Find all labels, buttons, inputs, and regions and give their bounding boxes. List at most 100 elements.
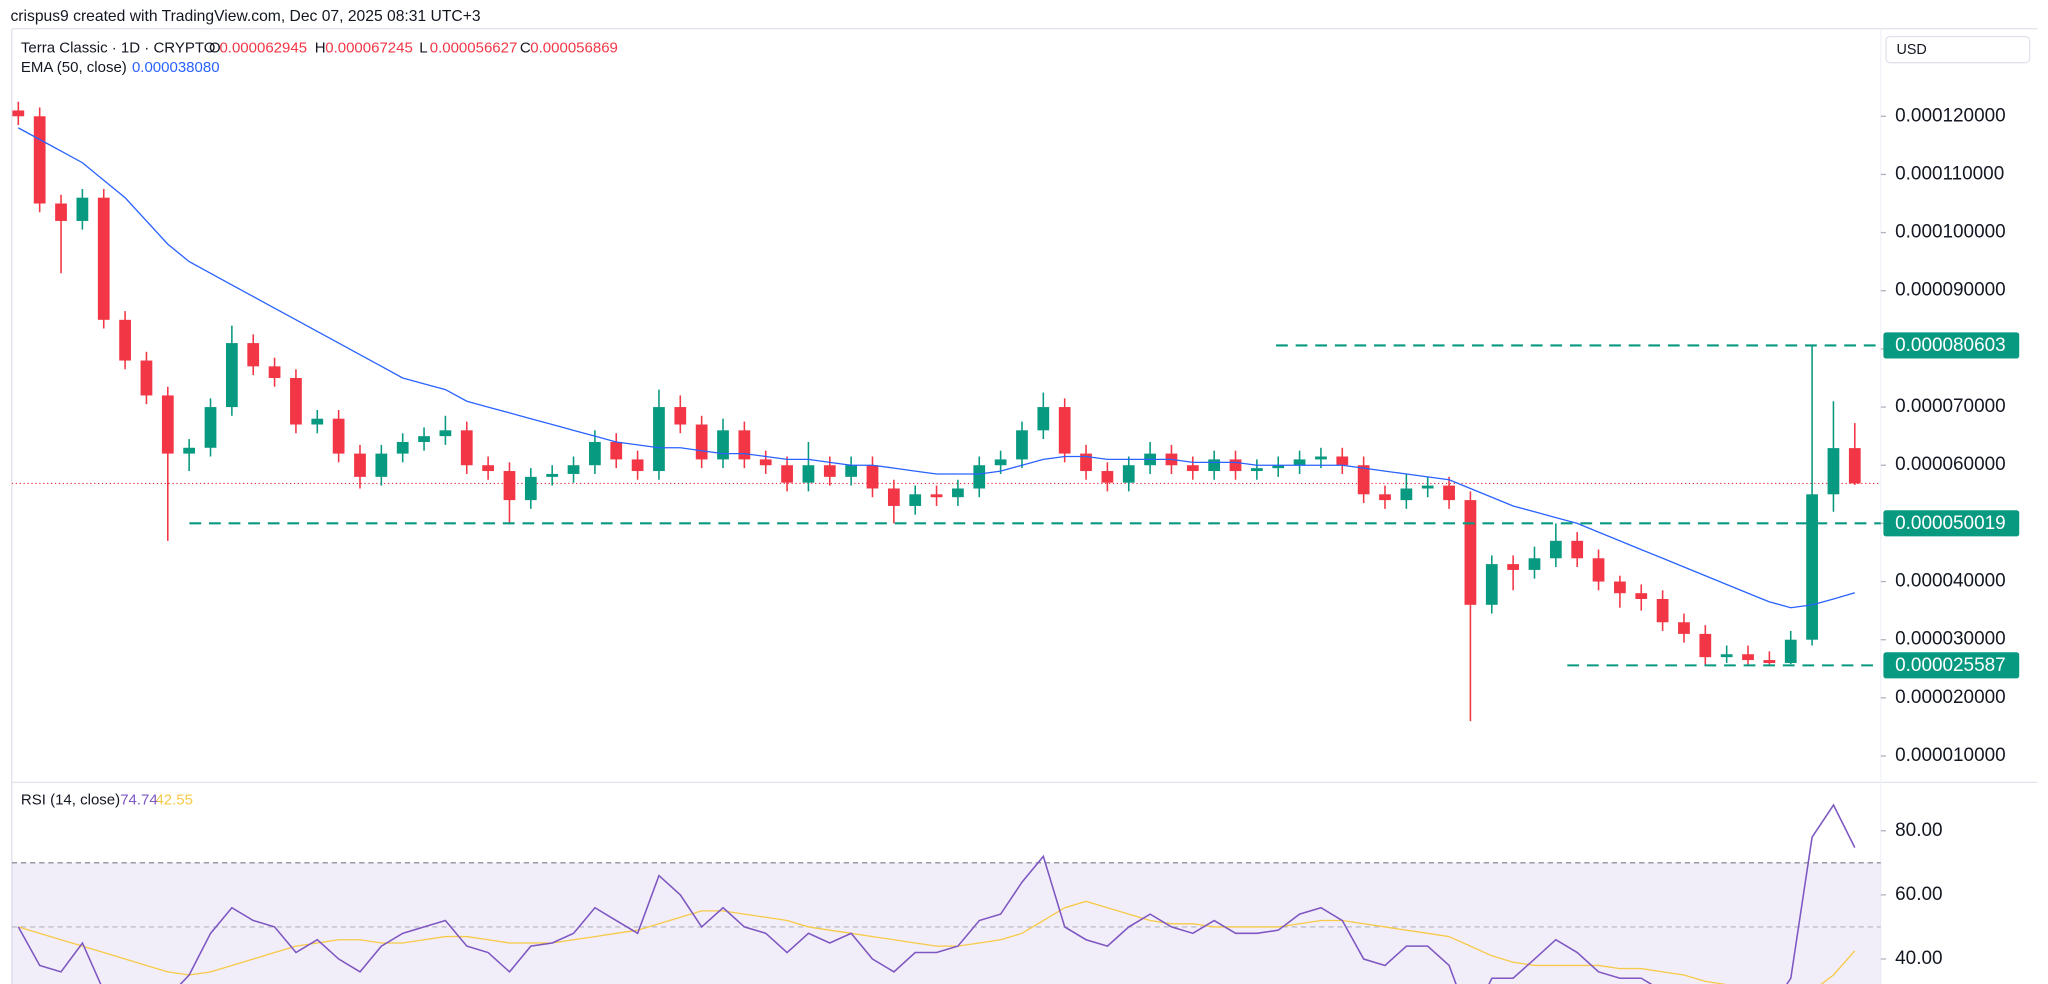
candle-body [1379,494,1391,501]
y-tick-label: 0.000120000 [1895,105,2006,126]
candle-body [311,418,324,425]
candle-body [1421,485,1434,489]
y-tick-label: 0.000030000 [1895,629,2006,650]
candle-body [1827,448,1840,495]
candle-body [1058,407,1071,454]
ema-name: EMA (50, close) [21,59,127,76]
candle-body [546,473,559,477]
candle-body [76,197,89,221]
candle-body [717,430,729,460]
candle-body [653,407,665,472]
candle-body [119,319,131,361]
candle-body [909,494,922,506]
candle-body [1656,598,1669,623]
candle-body [183,447,196,454]
candle-body [1763,660,1776,663]
ohlc-key: H [315,39,326,56]
candle-body [524,476,537,501]
candle-body [247,343,260,367]
credit: crispus9 created with TradingView.com, D… [10,8,480,25]
y-tick-label: 0.000090000 [1895,280,2006,301]
candle-body [952,488,964,498]
candle-body [973,465,986,489]
candle-body [503,471,516,501]
y-tick-label: 40.00 [1895,948,1942,969]
candle-body [1229,459,1242,472]
rsi-name: RSI (14, close) [21,792,120,809]
ohlc-key: L [419,39,427,56]
candle-body [418,436,430,442]
candle-body [396,441,409,454]
ema-line [18,127,1855,609]
candle-body [1443,485,1455,501]
y-tick-label: 0.000040000 [1895,571,2006,592]
candle-body [33,116,46,204]
ohlc-value: 0.000067245 [325,39,413,56]
candle-body [1016,430,1028,460]
candle-body [97,197,110,320]
candle-body [1720,654,1733,658]
candle-body [1571,540,1584,559]
level-box [1883,510,2020,537]
symbol: Terra Classic · 1D · CRYPTO [21,39,215,56]
level-label: 0.000025587 [1895,655,2006,676]
candle-body [1507,564,1520,570]
candle-body [1549,540,1562,559]
candle-body [1806,494,1818,640]
price-plot [11,101,1881,722]
candle-body [738,430,751,460]
candle-body [268,366,281,378]
y-tick-label: 0.000070000 [1895,396,2006,417]
y-tick-label: 0.000060000 [1895,454,2006,475]
candle-body [1592,558,1605,582]
candle-body [802,465,815,483]
candle-body [1186,465,1199,472]
candle-body [1678,622,1690,634]
candle-body [1037,407,1050,431]
candle-body [930,494,943,498]
y-tick-label: 80.00 [1895,820,1942,841]
candle-body [439,430,452,437]
y-tick-label: 0.000110000 [1895,163,2004,184]
rsi-legend-value: 42.55 [155,792,193,809]
ohlc-value: 0.000056627 [430,39,518,56]
candle-body [12,110,25,117]
candle-body [695,424,708,460]
candle-body [1400,488,1413,501]
candle-body [482,465,494,472]
candle-body [1485,564,1498,605]
candle-body [290,377,302,425]
candle-body [1848,448,1861,484]
candle-body [1293,459,1306,466]
candle-body [567,465,580,474]
candle-body [1101,471,1114,483]
candle-body [589,441,601,466]
candle-body [354,453,366,477]
ema-value: 0.000038080 [132,59,220,76]
ohlc-key: C [520,39,531,56]
y-tick-label: 0.000010000 [1895,745,2006,766]
currency-box [1885,35,2031,64]
candle-body [1742,654,1754,661]
candle-body [1208,459,1221,472]
ohlc-value: 0.000062945 [219,39,307,56]
level-label: 0.000050019 [1895,513,2006,534]
rsi-line [17,803,1856,984]
candle-body [759,459,772,466]
level-box [1883,652,2020,679]
candle-body [1272,465,1285,469]
ohlc-value: 0.000056869 [530,39,618,56]
candle-body [1699,633,1712,658]
rsi-legend-value: 74.74 [120,792,158,809]
y-tick-label: 0.000100000 [1895,222,2006,243]
rsi-band [11,862,1881,984]
candle-body [1528,558,1541,570]
candle-body [1080,453,1092,472]
candle-body [460,430,473,466]
candle-body [140,360,153,396]
candle-body [1315,456,1327,460]
candle-body [375,453,388,477]
candle-body [866,465,879,489]
